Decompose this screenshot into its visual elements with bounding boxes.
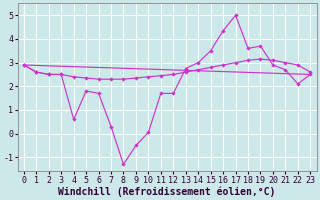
- X-axis label: Windchill (Refroidissement éolien,°C): Windchill (Refroidissement éolien,°C): [58, 186, 276, 197]
